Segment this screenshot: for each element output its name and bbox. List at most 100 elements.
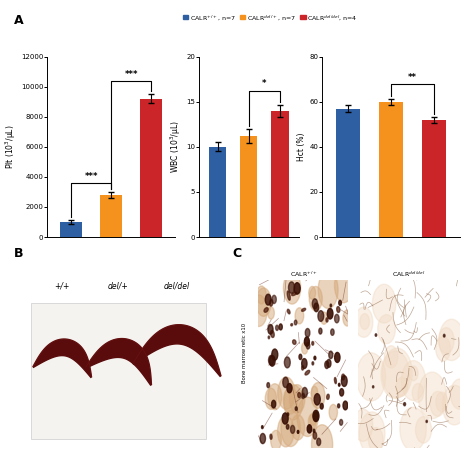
Circle shape bbox=[301, 358, 307, 368]
Circle shape bbox=[327, 309, 333, 319]
Circle shape bbox=[409, 366, 418, 381]
Bar bbox=[379, 102, 403, 237]
Circle shape bbox=[416, 417, 431, 443]
Ellipse shape bbox=[298, 392, 301, 398]
Legend: CALR$^{+/+}$, n=7, CALR$^{del/+}$, n=7, CALR$^{del/del}$, n=4: CALR$^{+/+}$, n=7, CALR$^{del/+}$, n=7, … bbox=[180, 10, 360, 24]
Bar bbox=[140, 99, 163, 237]
Ellipse shape bbox=[326, 318, 328, 322]
Circle shape bbox=[373, 284, 396, 323]
Circle shape bbox=[304, 337, 310, 346]
Circle shape bbox=[295, 407, 297, 410]
Circle shape bbox=[450, 379, 469, 409]
Circle shape bbox=[305, 328, 310, 337]
Circle shape bbox=[268, 336, 270, 339]
Ellipse shape bbox=[301, 308, 306, 311]
Text: C: C bbox=[232, 247, 241, 260]
Circle shape bbox=[311, 386, 318, 398]
Ellipse shape bbox=[313, 432, 317, 439]
Circle shape bbox=[260, 433, 265, 444]
Circle shape bbox=[312, 362, 314, 365]
Bar bbox=[272, 111, 289, 237]
Y-axis label: WBC (10$^3$/μL): WBC (10$^3$/μL) bbox=[169, 120, 183, 173]
Circle shape bbox=[301, 343, 308, 354]
Circle shape bbox=[396, 377, 408, 396]
Circle shape bbox=[284, 385, 303, 420]
Circle shape bbox=[338, 383, 340, 386]
Polygon shape bbox=[86, 338, 151, 385]
Circle shape bbox=[307, 425, 311, 433]
Ellipse shape bbox=[287, 309, 290, 314]
Circle shape bbox=[317, 438, 321, 446]
Y-axis label: Plt (10$^3$/μL): Plt (10$^3$/μL) bbox=[4, 125, 18, 169]
Circle shape bbox=[353, 409, 373, 441]
Circle shape bbox=[314, 356, 316, 360]
Circle shape bbox=[384, 346, 398, 368]
Circle shape bbox=[313, 429, 315, 432]
Circle shape bbox=[340, 389, 344, 396]
Circle shape bbox=[382, 348, 412, 398]
Circle shape bbox=[284, 357, 290, 368]
Bar bbox=[209, 147, 226, 237]
Ellipse shape bbox=[292, 292, 297, 296]
Text: ***: *** bbox=[125, 70, 138, 79]
Circle shape bbox=[283, 272, 301, 304]
Text: A: A bbox=[14, 14, 24, 27]
Circle shape bbox=[286, 424, 289, 429]
Circle shape bbox=[291, 415, 305, 440]
Circle shape bbox=[337, 404, 340, 408]
Circle shape bbox=[272, 401, 276, 408]
Circle shape bbox=[400, 407, 426, 451]
Circle shape bbox=[436, 392, 448, 412]
Text: Bone marrow retic x10: Bone marrow retic x10 bbox=[242, 323, 246, 383]
Bar bbox=[336, 109, 360, 237]
Circle shape bbox=[339, 419, 343, 425]
Ellipse shape bbox=[337, 307, 340, 312]
Circle shape bbox=[281, 410, 301, 447]
Circle shape bbox=[438, 328, 454, 353]
Circle shape bbox=[268, 384, 282, 410]
Circle shape bbox=[339, 301, 341, 305]
Circle shape bbox=[265, 294, 271, 305]
Circle shape bbox=[287, 413, 289, 416]
Ellipse shape bbox=[301, 365, 304, 370]
Circle shape bbox=[309, 286, 322, 311]
Text: +/+: +/+ bbox=[55, 282, 70, 291]
Circle shape bbox=[331, 329, 334, 335]
Text: ***: *** bbox=[85, 172, 98, 181]
Circle shape bbox=[271, 430, 281, 450]
Circle shape bbox=[314, 394, 320, 405]
Circle shape bbox=[418, 372, 447, 419]
Circle shape bbox=[312, 299, 318, 309]
Circle shape bbox=[278, 377, 295, 410]
Circle shape bbox=[368, 428, 383, 452]
Circle shape bbox=[269, 356, 275, 366]
Circle shape bbox=[319, 328, 322, 334]
Ellipse shape bbox=[335, 377, 337, 383]
Circle shape bbox=[375, 334, 377, 336]
Circle shape bbox=[297, 430, 299, 433]
Circle shape bbox=[314, 303, 319, 312]
Text: *: * bbox=[262, 80, 267, 89]
Circle shape bbox=[256, 288, 271, 316]
Circle shape bbox=[401, 361, 426, 401]
Circle shape bbox=[327, 359, 331, 367]
Circle shape bbox=[268, 307, 274, 319]
Circle shape bbox=[318, 310, 324, 321]
Ellipse shape bbox=[264, 308, 268, 312]
Circle shape bbox=[309, 286, 316, 299]
Circle shape bbox=[306, 343, 310, 349]
Text: B: B bbox=[14, 247, 24, 260]
Circle shape bbox=[378, 315, 395, 344]
Circle shape bbox=[313, 412, 319, 421]
Circle shape bbox=[287, 383, 292, 393]
Circle shape bbox=[302, 393, 304, 399]
Circle shape bbox=[442, 385, 466, 425]
Circle shape bbox=[335, 353, 340, 363]
Ellipse shape bbox=[305, 370, 310, 375]
Polygon shape bbox=[133, 325, 221, 376]
Circle shape bbox=[265, 388, 276, 410]
Circle shape bbox=[341, 376, 347, 386]
Ellipse shape bbox=[342, 374, 345, 380]
Circle shape bbox=[262, 426, 263, 428]
Title: CALR$^{+/+}$: CALR$^{+/+}$ bbox=[290, 270, 317, 279]
